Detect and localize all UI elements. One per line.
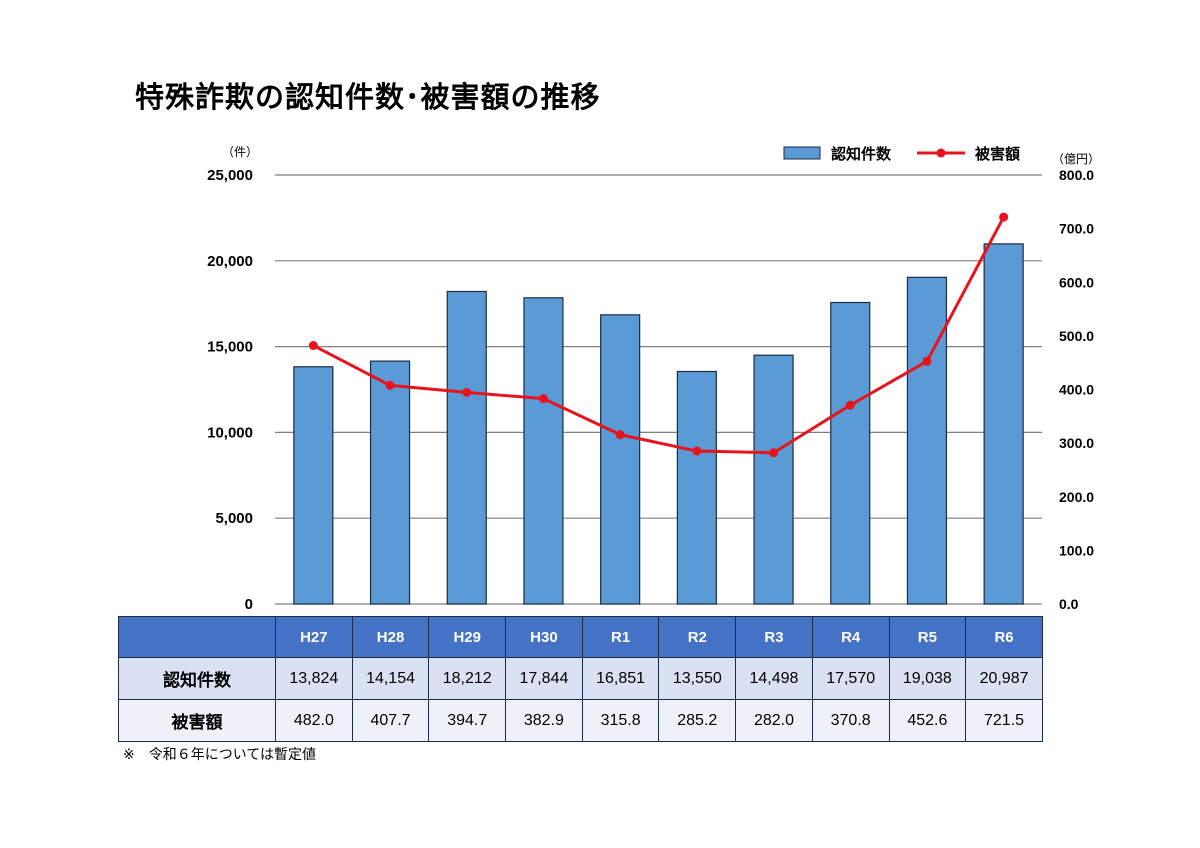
column-header-H28: H28 [351,616,430,658]
table-cell: 13,824 [275,657,353,700]
bar-R4 [830,301,871,605]
bar-R5 [906,276,948,605]
right-tick-label: 300.0 [1059,435,1094,451]
table-cell: 282.0 [735,699,813,742]
column-header-R2: R2 [658,616,737,658]
right-axis-unit: （億円） [1052,152,1100,166]
bar-R6 [983,243,1024,605]
column-header-H27: H27 [275,616,353,658]
column-header-R5: R5 [888,616,967,658]
table-cell: 370.8 [811,699,890,742]
right-tick-label: 700.0 [1059,221,1094,237]
left-tick-label: 25,000 [207,167,253,184]
legend: 認知件数 被害額 [783,145,1020,163]
left-axis-unit: （件） [222,145,258,159]
table-cell: 17,844 [505,657,583,700]
footnote: ※ 令和６年については暫定値 [123,747,317,763]
table-header-row: H27 H28 H29 H30 R1 R2 R3 R4 R5 R6 [118,616,1043,658]
column-header-R4: R4 [811,616,890,658]
point-R5 [922,356,932,366]
column-header-R3: R3 [735,616,813,658]
column-header-R1: R1 [581,616,660,658]
point-H28 [385,380,395,390]
table-corner [118,616,276,658]
legend-bar-swatch [783,146,821,160]
right-tick-label: 500.0 [1059,328,1094,344]
line-series [308,212,1009,458]
bar-R1 [600,314,641,605]
table-cell: 315.8 [581,699,660,742]
column-header-R6: R6 [965,616,1043,658]
table-cell: 394.7 [428,699,507,742]
point-H30 [538,394,548,404]
point-R4 [845,400,855,410]
table-cell: 13,550 [658,657,737,700]
table-cell: 482.0 [275,699,353,742]
right-tick-label: 100.0 [1059,542,1094,558]
combo-chart: 0 5,000 10,000 15,000 20,000 25,000 0.0 100.0 2… [207,145,1100,613]
legend-line-label: 被害額 [975,145,1020,163]
table-cell: 18,212 [428,657,507,700]
right-tick-label: 800.0 [1059,167,1094,183]
right-tick-label: 600.0 [1059,274,1094,290]
left-tick-label: 15,000 [207,339,253,356]
left-axis-ticks: 0 5,000 10,000 15,000 20,000 25,000 [207,167,253,613]
table-cell: 14,154 [351,657,430,700]
bar-H27 [293,366,334,605]
legend-bar-label: 認知件数 [831,145,892,163]
point-R2 [692,446,702,456]
point-H29 [462,387,472,397]
point-R3 [769,448,779,458]
table-cell: 452.6 [888,699,967,742]
left-tick-label: 5,000 [215,510,253,527]
right-axis-ticks: 0.0 100.0 200.0 300.0 400.0 500.0 600.0 700.0 80… [1059,167,1094,612]
table-cell: 382.9 [505,699,583,742]
legend-line-marker [936,148,946,158]
table-cell: 19,038 [888,657,967,700]
table-cell: 285.2 [658,699,737,742]
table-cell: 17,570 [811,657,890,700]
bar-series [293,243,1024,605]
left-tick-label: 20,000 [207,253,253,270]
point-R1 [615,430,625,440]
column-header-H29: H29 [428,616,507,658]
row-label-damage: 被害額 [118,699,276,742]
table-cell: 407.7 [351,699,430,742]
right-tick-label: 400.0 [1059,382,1094,398]
chart-title: 特殊詐欺の認知件数･被害額の推移 [135,80,601,114]
point-R6 [999,212,1009,222]
row-label-count: 認知件数 [118,657,276,700]
bar-R3 [753,354,794,605]
bar-H30 [523,297,564,605]
table-cell: 16,851 [581,657,660,700]
bar-H28 [369,360,411,605]
table-cell: 721.5 [965,699,1043,742]
left-tick-label: 0 [245,596,253,613]
table-cell: 20,987 [965,657,1043,700]
column-header-H30: H30 [505,616,583,658]
damage-line [312,216,1005,455]
table-row: 被害額 482.0 407.7 394.7 382.9 315.8 285.2 282.0 3… [118,699,1043,742]
table-row: 認知件数 13,824 14,154 18,212 17,844 16,851 13,55… [118,657,1043,700]
right-tick-label: 200.0 [1059,489,1094,505]
left-tick-label: 10,000 [207,424,253,441]
data-table: H27 H28 H29 H30 R1 R2 R3 R4 R5 R6 認知件数 13,824 14,1… [118,616,1043,742]
bar-R2 [676,370,717,605]
right-tick-label: 0.0 [1059,596,1079,612]
table-cell: 14,498 [735,657,813,700]
bar-H29 [446,290,487,605]
point-H27 [308,341,318,351]
